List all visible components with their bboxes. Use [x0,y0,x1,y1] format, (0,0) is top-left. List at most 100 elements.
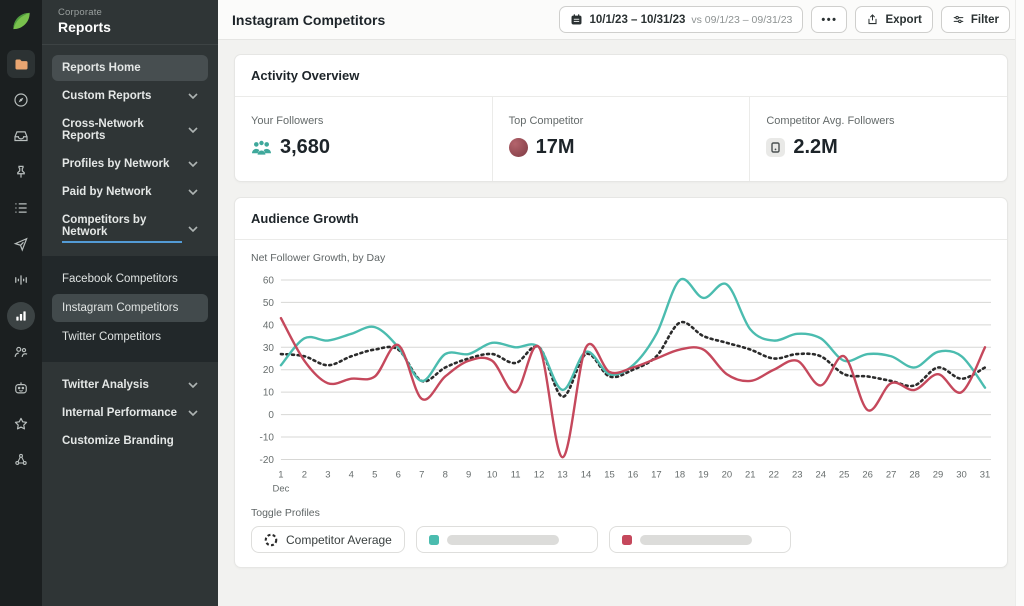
list-icon[interactable] [7,194,35,222]
sidebar-item-paid-by-network[interactable]: Paid by Network [52,179,208,205]
listening-waveform-icon[interactable] [7,266,35,294]
chevron-down-icon [188,382,198,388]
audience-growth-card: Audience Growth Net Follower Growth, by … [234,197,1008,569]
sprout-leaf-logo [8,8,34,34]
inbox-icon[interactable] [7,122,35,150]
svg-text:15: 15 [604,469,615,480]
chevron-down-icon [188,93,198,99]
sidebar-item-cross-network-reports[interactable]: Cross-Network Reports [52,111,208,149]
chevron-down-icon [188,161,198,167]
top-competitor-value: 17M [535,136,575,158]
legend-row: Competitor Average [251,526,991,554]
filter-button[interactable]: Filter [940,6,1010,33]
svg-text:30: 30 [956,469,967,480]
legend-toggle-profile-teal[interactable] [415,526,598,554]
svg-text:10: 10 [487,469,498,480]
stat-competitor-avg-followers: Competitor Avg. Followers 2.2M [749,97,1007,181]
svg-text:29: 29 [933,469,944,480]
date-range-button[interactable]: 10/1/23 – 10/31/23 vs 09/1/23 – 09/31/23 [559,6,804,33]
svg-text:22: 22 [769,469,780,480]
network-nodes-icon[interactable] [7,446,35,474]
redacted-profile-name [639,534,752,545]
svg-text:-10: -10 [260,433,275,444]
toggle-profiles-label: Toggle Profiles [251,507,320,520]
sidebar-item-competitors-by-network[interactable]: Competitors by Network [52,207,208,250]
icon-rail [0,0,42,606]
svg-text:25: 25 [839,469,850,480]
chart-area: 60 50 40 30 20 10 0 -10 -20 1 2 3 4 5 6 7 8 9 10 11 12 13 14 15… [251,274,991,503]
competitors-submenu: Facebook Competitors Instagram Competito… [42,256,218,362]
svg-text:10: 10 [263,388,275,399]
svg-text:11: 11 [511,469,521,480]
svg-text:50: 50 [263,298,275,309]
svg-text:12: 12 [534,469,545,480]
date-range-primary: 10/1/23 – 10/31/23 [589,13,686,26]
dashed-circle-icon [264,533,278,547]
followers-group-icon [252,140,271,155]
reports-sidebar: Corporate Reports Reports Home Custom Re… [42,0,218,606]
svg-text:2: 2 [302,469,307,480]
pin-icon[interactable] [7,158,35,186]
star-icon[interactable] [7,410,35,438]
top-competitor-avatar [508,138,528,157]
svg-text:17: 17 [651,469,662,480]
sidebar-item-internal-performance[interactable]: Internal Performance [52,400,208,426]
reports-bar-chart-icon[interactable] [7,302,35,330]
svg-text:31: 31 [980,469,991,480]
publish-plane-icon[interactable] [7,230,35,258]
svg-text:28: 28 [909,469,920,480]
generic-profile-icon [766,138,786,157]
activity-overview-stats: Your Followers 3,680 Top Competitor [235,97,1007,181]
svg-text:40: 40 [263,320,275,331]
export-button[interactable]: Export [855,6,933,33]
folder-icon[interactable] [7,50,35,78]
chevron-down-icon [188,410,198,416]
svg-text:5: 5 [372,469,377,480]
competitor-avg-value: 2.2M [793,136,838,158]
scrollbar-track[interactable] [1015,0,1024,606]
audience-users-icon[interactable] [7,338,35,366]
svg-text:20: 20 [263,365,275,376]
sidebar-item-facebook-competitors[interactable]: Facebook Competitors [62,273,178,285]
chevron-down-icon [188,225,198,232]
svg-text:14: 14 [581,469,592,480]
sidebar-menu: Reports Home Custom Reports Cross-Networ… [42,45,218,456]
chevron-down-icon [188,127,198,133]
svg-text:26: 26 [862,469,873,480]
sidebar-item-reports-home[interactable]: Reports Home [52,55,208,81]
svg-text:1: 1 [278,469,283,480]
svg-text:60: 60 [263,275,275,286]
report-content: Activity Overview Your Followers 3,680 [218,40,1024,582]
sidebar-item-customize-branding[interactable]: Customize Branding [62,435,174,447]
svg-text:6: 6 [396,469,401,480]
chevron-down-icon [188,189,198,195]
svg-text:4: 4 [349,469,354,480]
svg-text:24: 24 [815,469,826,480]
date-range-comparison: vs 09/1/23 – 09/31/23 [691,13,793,26]
sidebar-item-twitter-analysis[interactable]: Twitter Analysis [52,372,208,398]
svg-text:30: 30 [263,343,275,354]
filter-sliders-icon [953,15,964,24]
svg-text:Dec: Dec [273,483,290,494]
svg-text:8: 8 [443,469,448,480]
svg-text:19: 19 [698,469,709,480]
sidebar-item-custom-reports[interactable]: Custom Reports [52,83,208,109]
stat-top-competitor: Top Competitor 17M [491,97,750,181]
sidebar-menu-footer: Twitter Analysis Internal Performance Cu… [42,362,218,454]
sidebar-item-instagram-competitors[interactable]: Instagram Competitors [52,294,208,322]
svg-text:27: 27 [886,469,897,480]
activity-overview-card: Activity Overview Your Followers 3,680 [234,54,1008,182]
sidebar-item-profiles-by-network[interactable]: Profiles by Network [52,151,208,177]
svg-text:18: 18 [675,469,686,480]
legend-toggle-profile-red[interactable] [608,526,791,554]
sidebar-item-twitter-competitors[interactable]: Twitter Competitors [62,331,162,343]
svg-text:13: 13 [557,469,568,480]
compass-icon[interactable] [7,86,35,114]
svg-text:16: 16 [628,469,639,480]
legend-toggle-competitor-average[interactable]: Competitor Average [251,526,405,554]
more-options-button[interactable]: ••• [811,6,848,33]
chart-subtitle: Net Follower Growth, by Day [251,252,386,264]
svg-text:21: 21 [745,469,756,480]
bot-icon[interactable] [7,374,35,402]
